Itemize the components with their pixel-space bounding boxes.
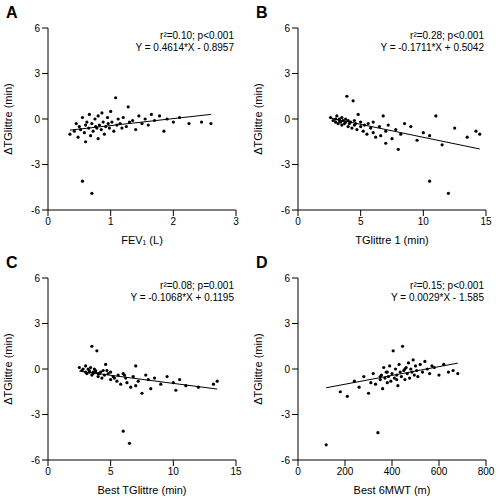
- svg-text:6: 6: [284, 23, 290, 34]
- svg-text:0: 0: [295, 216, 301, 227]
- svg-text:15: 15: [480, 216, 492, 227]
- html-text:A: A: [6, 4, 18, 21]
- html-text:r²=0.15; p<0.001: r²=0.15; p<0.001: [410, 280, 484, 291]
- svg-text:-3: -3: [281, 159, 290, 170]
- svg-text:ΔTGlittre (min): ΔTGlittre (min): [252, 333, 264, 405]
- svg-text:200: 200: [337, 466, 354, 477]
- svg-text:0: 0: [284, 364, 290, 375]
- svg-text:1: 1: [108, 216, 114, 227]
- svg-text:-3: -3: [31, 159, 40, 170]
- svg-text:3: 3: [284, 318, 290, 329]
- svg-text:3: 3: [34, 68, 40, 79]
- svg-text:6: 6: [284, 273, 290, 284]
- svg-text:5: 5: [108, 466, 114, 477]
- svg-text:FEV₁ (L): FEV₁ (L): [121, 234, 163, 246]
- svg-text:ΔTGlittre (min): ΔTGlittre (min): [8, 333, 14, 405]
- svg-text:0: 0: [45, 216, 51, 227]
- html-text:Y = -0.1711*X + 0.5042: Y = -0.1711*X + 0.5042: [380, 42, 484, 53]
- svg-text:3: 3: [284, 68, 290, 79]
- svg-text:3: 3: [34, 318, 40, 329]
- svg-text:5: 5: [358, 216, 364, 227]
- html-text:Y = 0.4614*X - 0.8957: Y = 0.4614*X - 0.8957: [135, 42, 234, 53]
- svg-text:-3: -3: [281, 409, 290, 420]
- svg-text:0: 0: [34, 114, 40, 125]
- svg-text:800: 800: [478, 466, 492, 477]
- html-text:r²=0.08; p=0.001: r²=0.08; p=0.001: [160, 280, 234, 291]
- html-text:r²=0.28; p<0.001: r²=0.28; p<0.001: [410, 30, 484, 41]
- svg-text:-6: -6: [31, 455, 40, 466]
- svg-text:-6: -6: [281, 205, 290, 216]
- svg-text:-6: -6: [281, 455, 290, 466]
- svg-text:6: 6: [34, 273, 40, 284]
- html-text:C: C: [6, 254, 18, 271]
- svg-text:0: 0: [295, 466, 301, 477]
- svg-text:15: 15: [230, 466, 242, 477]
- html-text:r²=0.10; p<0.001: r²=0.10; p<0.001: [160, 30, 234, 41]
- svg-text:10: 10: [418, 216, 430, 227]
- svg-text:TGlittre 1 (min): TGlittre 1 (min): [355, 234, 428, 246]
- svg-text:2: 2: [171, 216, 177, 227]
- svg-text:-3: -3: [31, 409, 40, 420]
- svg-text:600: 600: [431, 466, 448, 477]
- svg-text:3: 3: [233, 216, 239, 227]
- svg-text:10: 10: [168, 466, 180, 477]
- svg-text:ΔTGlittre (min): ΔTGlittre (min): [252, 83, 264, 155]
- html-text:Y = 0.0029*X - 1.585: Y = 0.0029*X - 1.585: [391, 292, 484, 303]
- svg-text:Best TGlittre (min): Best TGlittre (min): [97, 484, 186, 496]
- html-text:B: B: [256, 4, 268, 21]
- svg-text:Best 6MWT (m): Best 6MWT (m): [354, 484, 431, 496]
- svg-text:6: 6: [34, 23, 40, 34]
- svg-text:400: 400: [384, 466, 401, 477]
- html-text:D: D: [256, 254, 268, 271]
- svg-text:0: 0: [45, 466, 51, 477]
- svg-text:0: 0: [34, 364, 40, 375]
- svg-text:ΔTGlittre (min): ΔTGlittre (min): [8, 83, 14, 155]
- svg-text:-6: -6: [31, 205, 40, 216]
- html-text:Y = -0.1068*X + 0.1195: Y = -0.1068*X + 0.1195: [130, 292, 234, 303]
- svg-text:0: 0: [284, 114, 290, 125]
